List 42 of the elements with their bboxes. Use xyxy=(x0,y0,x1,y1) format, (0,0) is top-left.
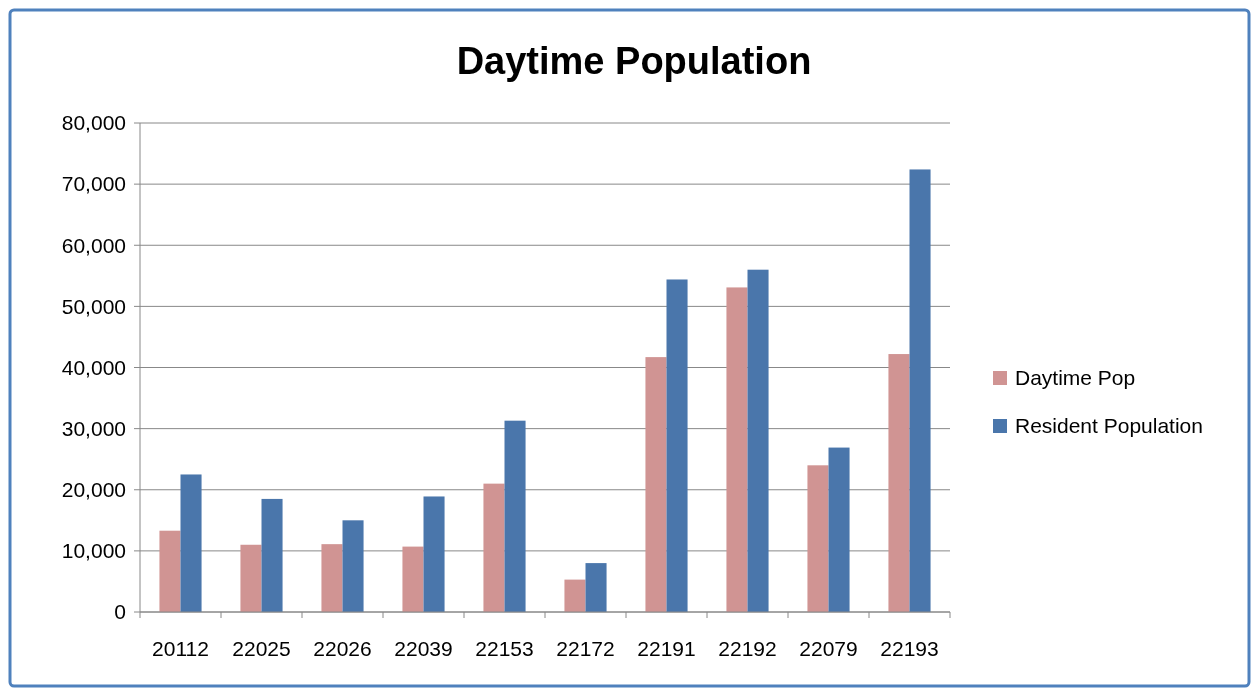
y-tick-label: 50,000 xyxy=(61,294,126,318)
y-tick-label: 70,000 xyxy=(61,172,126,196)
y-tick-label: 20,000 xyxy=(61,478,126,502)
x-tick-label: 22193 xyxy=(880,637,939,660)
bar xyxy=(666,279,688,612)
bar xyxy=(159,530,181,612)
x-tick-label: 22172 xyxy=(556,637,615,660)
bar xyxy=(747,269,769,612)
x-tick-label: 22026 xyxy=(313,637,372,660)
chart-title: Daytime Population xyxy=(456,40,812,82)
bar xyxy=(504,420,526,612)
y-tick-label: 0 xyxy=(114,600,126,624)
x-tick-label: 22191 xyxy=(637,637,696,660)
x-tick-label: 22079 xyxy=(799,637,858,660)
y-tick-label: 10,000 xyxy=(61,539,126,563)
x-tick-label: 22192 xyxy=(718,637,777,660)
y-tick-label: 30,000 xyxy=(61,416,126,440)
x-tick-label: 22153 xyxy=(475,637,534,660)
bar xyxy=(321,544,343,612)
bar xyxy=(807,465,829,612)
y-tick-label: 40,000 xyxy=(61,355,126,379)
bar xyxy=(423,496,445,612)
legend-label: Resident Population xyxy=(1015,414,1203,438)
y-tick-label: 60,000 xyxy=(61,233,126,257)
x-tick-label: 22039 xyxy=(394,637,453,660)
bar xyxy=(888,354,910,612)
bar xyxy=(828,447,850,612)
bar xyxy=(585,563,607,612)
bar xyxy=(564,579,586,612)
x-tick-label: 22025 xyxy=(232,637,291,660)
bar xyxy=(180,474,202,612)
legend-label: Daytime Pop xyxy=(1015,366,1136,390)
bar xyxy=(726,287,748,612)
y-tick-label: 80,000 xyxy=(61,111,126,135)
bar xyxy=(402,546,424,612)
bar xyxy=(909,169,931,612)
bar xyxy=(261,498,283,612)
x-tick-label: 20112 xyxy=(152,637,209,660)
bar xyxy=(645,357,667,612)
bar xyxy=(342,520,364,612)
bar xyxy=(240,544,262,612)
bar xyxy=(483,483,505,612)
